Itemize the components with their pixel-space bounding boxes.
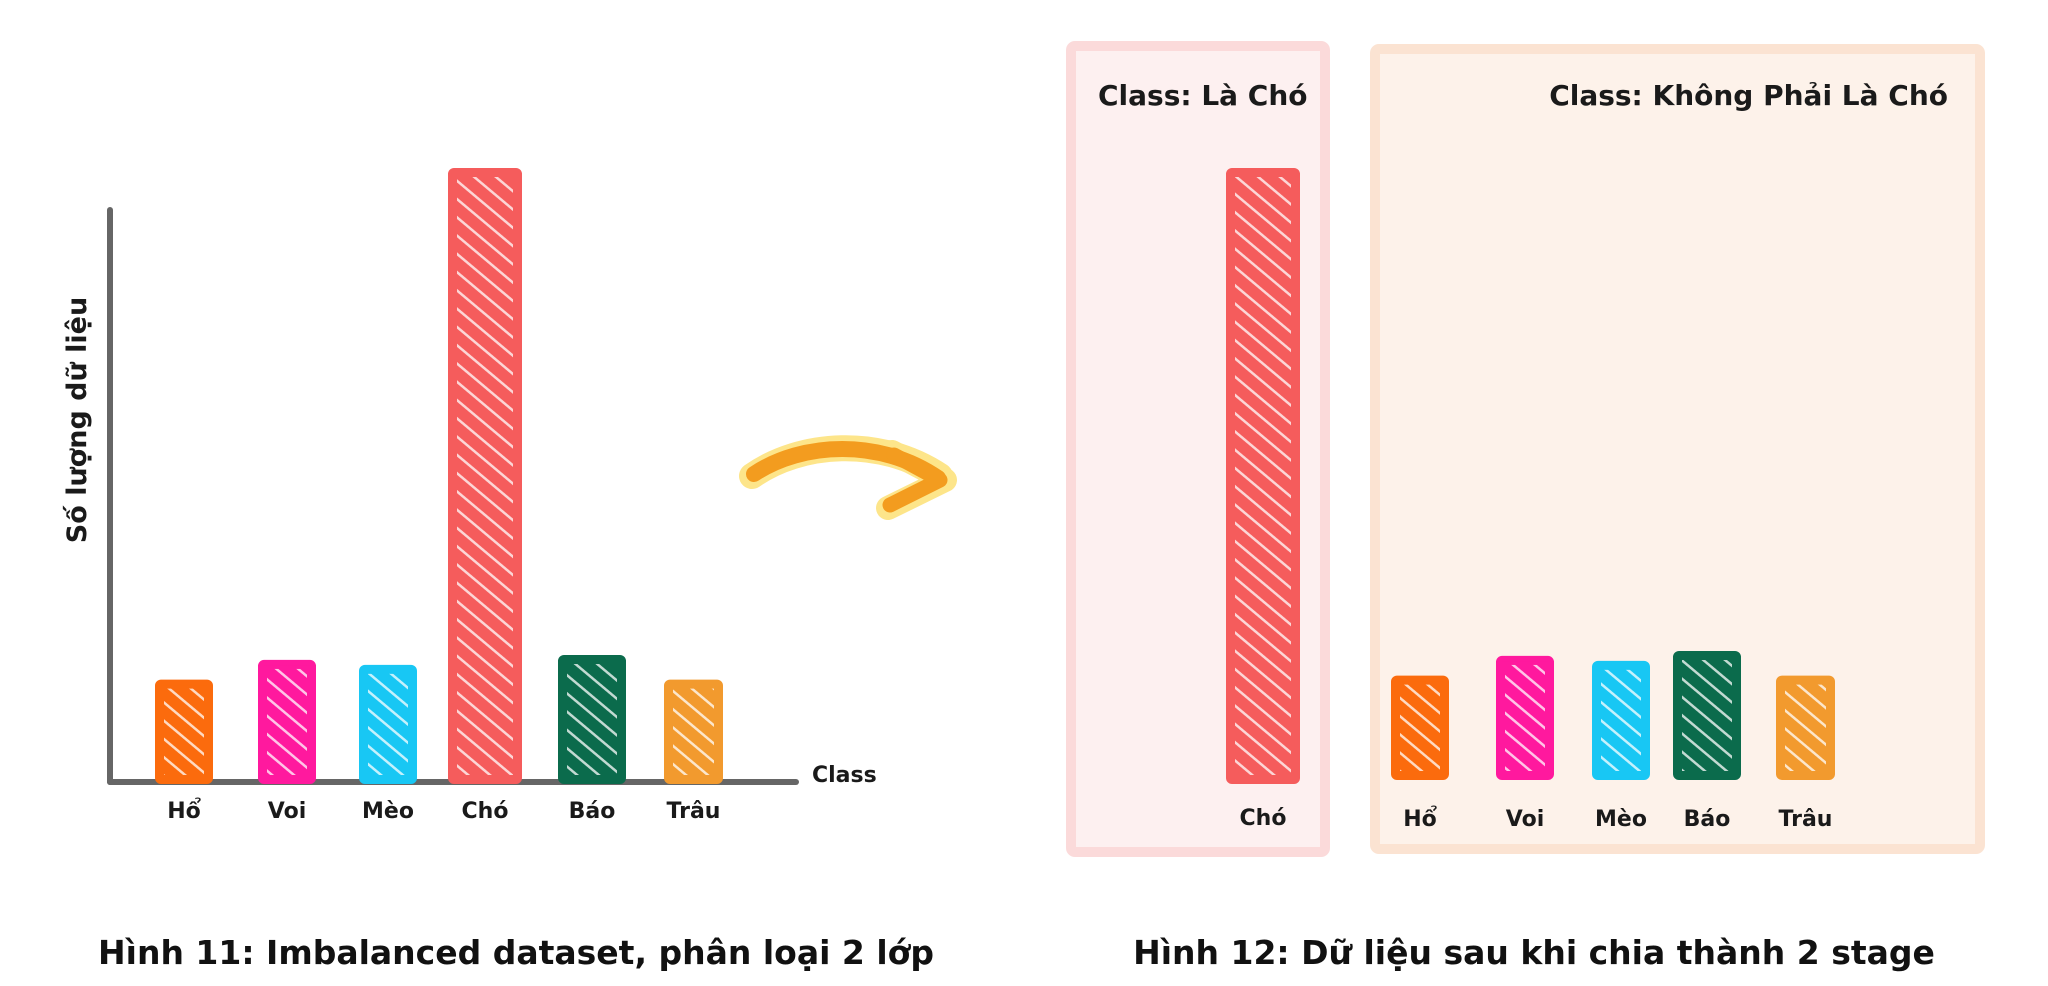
arrow-icon [739,435,957,520]
bar-hatch-2-2 [1601,669,1641,771]
bar-label-2-2: Mèo [1595,807,1647,832]
bar-label-0-5: Trâu [667,799,721,824]
bar-hatch-0-5 [673,688,714,775]
not-dog-panel-title: Class: Không Phải Là Chó [1549,79,1948,112]
left-chart: Số lượng dữ liệu Class Hổ Voi Mèo Chó Báo Trâ… [62,168,877,824]
x-axis-label: Class [812,763,877,788]
bar-label-0-3: Chó [462,799,509,824]
y-axis-label: Số lượng dữ liệu [62,297,93,543]
other-bars: Hổ Voi Mèo Báo Trâu [1391,651,1835,832]
left-bars: Hổ Voi Mèo Chó Báo Trâu [155,168,723,824]
bar-label-2-4: Trâu [1779,807,1833,832]
bar-hatch-0-3 [457,177,513,775]
bar-hatch-2-1 [1505,664,1545,771]
bar-hatch-2-0 [1400,684,1440,771]
bar-label-0-4: Báo [569,799,616,824]
bar-hatch-1-0 [1235,177,1291,775]
bar-hatch-0-2 [368,673,408,775]
bar-hatch-0-0 [164,688,204,775]
right-caption: Hình 12: Dữ liệu sau khi chia thành 2 st… [1133,933,1935,972]
bar-label-0-2: Mèo [362,799,414,824]
bar-label-2-3: Báo [1684,807,1731,832]
bar-label-2-0: Hổ [1403,806,1437,832]
not-dog-panel: Class: Không Phải Là Chó Hổ Voi Mèo Báo Trâu [1370,44,1985,854]
dog-panel-title: Class: Là Chó [1098,79,1308,112]
bar-hatch-2-4 [1785,684,1826,771]
bar-hatch-2-3 [1682,660,1732,771]
not-dog-panel-box [1370,44,1985,854]
dog-panel: Class: Là Chó Chó [1066,41,1330,857]
left-caption: Hình 11: Imbalanced dataset, phân loại 2… [98,933,934,972]
bar-label-2-1: Voi [1506,807,1544,832]
bar-label-0-1: Voi [268,799,306,824]
bar-hatch-0-1 [267,668,307,775]
bar-label-1-0: Chó [1240,806,1287,831]
dog-bars: Chó [1226,168,1300,831]
bar-label-0-0: Hổ [167,798,201,824]
bar-hatch-0-4 [567,664,617,775]
